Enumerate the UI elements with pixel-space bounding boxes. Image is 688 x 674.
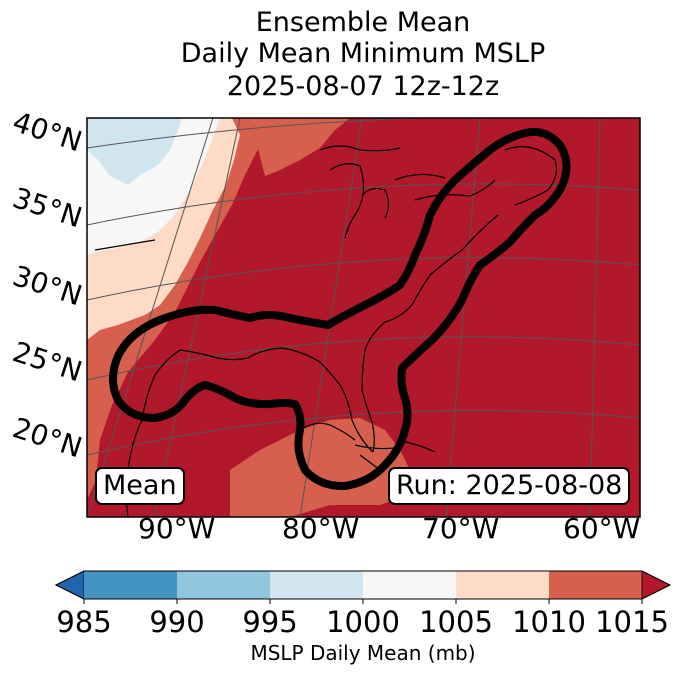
lon-label-80w: 80°W: [282, 512, 360, 545]
colorbar-bin-995: [270, 571, 363, 599]
run-date-box: Run: 2025-08-08: [388, 467, 631, 505]
colorbar-tick-1015: 1015: [595, 605, 669, 639]
colorbar-bin-990: [177, 571, 270, 599]
lon-label-60w: 60°W: [563, 512, 641, 545]
field-995-1000-dot: [117, 212, 129, 222]
map-frame: [86, 117, 641, 518]
title-line-3: 2025-08-07 12z-12z: [226, 71, 500, 102]
colorbar-tick-1010: 1010: [512, 605, 586, 639]
title-line-2: Daily Mean Minimum MSLP: [180, 38, 546, 69]
colorbar-label: MSLP Daily Mean (mb): [250, 641, 476, 665]
colorbar-bin-985: [84, 571, 177, 599]
colorbar-bin-1010: [549, 571, 642, 599]
field-995-1000: [87, 118, 182, 185]
colorbar-tick-990: 990: [149, 605, 205, 639]
title-line-1: Ensemble Mean: [255, 7, 471, 38]
colorbar-bin-1005: [456, 571, 549, 599]
field-1010-1015-north: [250, 118, 350, 176]
ensemble-contour: [109, 127, 571, 491]
field-1010-1015-south: [230, 418, 420, 517]
colorbar-tick-1000: 1000: [326, 605, 400, 639]
colorbar-tick-1005: 1005: [419, 605, 493, 639]
colorbar-extend-high: [641, 570, 671, 600]
colorbar-bin-1000: [363, 571, 456, 599]
mean-label-box: Mean: [95, 467, 185, 505]
lon-label-90w: 90°W: [138, 512, 216, 545]
lon-label-70w: 70°W: [422, 512, 500, 545]
colorbar-tick-985: 985: [56, 605, 112, 639]
colorbar: [54, 570, 672, 604]
colorbar-extend-low: [55, 570, 85, 600]
colorbar-tick-995: 995: [242, 605, 298, 639]
